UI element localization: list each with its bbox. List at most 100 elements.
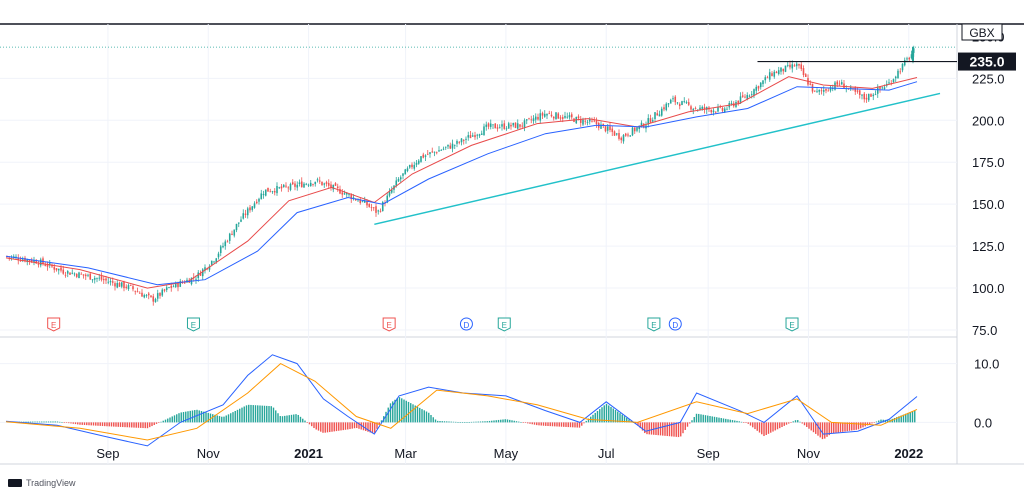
- candle: [458, 141, 461, 143]
- macd-histogram-bar: [65, 422, 68, 423]
- macd-histogram-bar: [214, 414, 216, 423]
- macd-histogram-bar: [558, 422, 560, 427]
- candle: [899, 71, 902, 73]
- candle: [271, 191, 274, 193]
- macd-histogram-bar: [637, 422, 639, 426]
- low-value: 234.0: [252, 27, 275, 37]
- macd-histogram-bar: [830, 422, 833, 434]
- macd-histogram-bar: [599, 409, 601, 423]
- macd-histogram-bar: [108, 422, 110, 427]
- macd-histogram-bar: [101, 422, 104, 427]
- candle: [44, 264, 47, 266]
- macd-histogram-bar: [718, 417, 720, 423]
- candle: [397, 178, 400, 182]
- earnings-marker: [647, 317, 661, 332]
- candle: [172, 286, 175, 288]
- candle: [890, 83, 893, 84]
- candle: [541, 113, 544, 116]
- macd-histogram-bar: [223, 416, 225, 423]
- candle: [37, 263, 40, 265]
- candle: [33, 259, 35, 263]
- candle: [384, 202, 386, 204]
- macd-histogram-bar: [691, 420, 693, 423]
- trendline: [374, 92, 941, 226]
- macd-histogram-bar: [225, 415, 227, 423]
- macd-histogram-bar: [848, 422, 851, 431]
- ema25-legend[interactable]: EMA (25, close, 0) 225.5: [8, 39, 102, 49]
- macd-histogram-bar: [263, 405, 266, 423]
- macd-histogram-bar: [455, 421, 457, 423]
- candle: [249, 207, 251, 211]
- ema50-legend[interactable]: EMA (50, close, 0) 223.0: [8, 51, 102, 61]
- candle: [773, 71, 776, 77]
- macd-histogram-bar: [821, 422, 824, 440]
- x-tick-label: Mar: [394, 446, 417, 461]
- candle: [501, 124, 503, 127]
- macd-histogram-bar: [295, 414, 297, 423]
- event-marker-label: D: [672, 321, 678, 330]
- macd-legend[interactable]: MACD (12, 26, close, 9, EMA, EMA) 2.2 4.…: [8, 343, 188, 353]
- x-tick-label: 2022: [894, 446, 923, 461]
- macd-histogram-bar: [738, 421, 740, 423]
- macd-histogram-bar: [365, 422, 367, 432]
- macd-histogram-bar: [416, 406, 419, 423]
- macd-histogram-bar: [905, 413, 907, 423]
- macd-histogram-bar: [331, 422, 333, 432]
- candle: [262, 194, 265, 196]
- macd-histogram-bar: [227, 414, 230, 423]
- macd-histogram-bar: [443, 421, 446, 423]
- candle: [269, 191, 272, 193]
- candle: [802, 68, 805, 76]
- candle: [116, 282, 119, 288]
- candle: [258, 198, 260, 202]
- candle: [789, 64, 791, 68]
- macd-histogram-bar: [560, 422, 563, 427]
- candle: [654, 112, 656, 119]
- x-tick-label: Sep: [96, 446, 119, 461]
- candle: [429, 152, 431, 155]
- macd-histogram-bar: [284, 415, 286, 423]
- macd-histogram-bar: [810, 422, 812, 431]
- macd-histogram-bar: [585, 420, 587, 423]
- macd-histogram-bar: [374, 422, 376, 434]
- macd-histogram-bar: [657, 422, 659, 436]
- candle: [393, 185, 395, 190]
- candle: [174, 282, 177, 287]
- macd-histogram-bar: [693, 417, 695, 423]
- candle: [739, 96, 742, 104]
- candle: [395, 180, 398, 186]
- candle: [811, 83, 814, 92]
- candle: [503, 123, 506, 129]
- candle: [834, 82, 836, 90]
- candle: [251, 206, 254, 210]
- candle: [75, 274, 78, 277]
- macd-histogram-bar: [792, 421, 794, 423]
- macd-histogram-bar: [655, 422, 657, 435]
- candle: [606, 126, 609, 131]
- candle: [35, 260, 38, 264]
- macd-histogram-bar: [304, 420, 306, 423]
- candle: [845, 88, 848, 90]
- macd-histogram-bar: [817, 422, 819, 436]
- macd-histogram-bar: [626, 417, 628, 423]
- macd-histogram-bar: [218, 416, 221, 423]
- candle: [471, 135, 474, 137]
- macd-histogram-bar: [869, 422, 871, 425]
- y-tick-label: 75.0: [972, 323, 997, 338]
- candle: [879, 86, 881, 89]
- macd-histogram-bar: [578, 422, 581, 428]
- price-label-box: [958, 52, 1016, 71]
- candle: [154, 299, 157, 303]
- macd-y-tick-label: 10.0: [974, 357, 999, 372]
- macd-histogram-bar: [547, 422, 549, 427]
- candle: [737, 100, 740, 104]
- candle: [111, 281, 114, 283]
- candle: [278, 187, 281, 189]
- candle: [609, 126, 611, 131]
- macd-histogram-bar: [470, 421, 473, 423]
- macd-histogram-bar: [799, 421, 801, 423]
- macd-histogram-bar: [621, 414, 623, 423]
- candle: [478, 134, 481, 136]
- macd-histogram-bar: [25, 421, 27, 423]
- candle: [818, 89, 821, 92]
